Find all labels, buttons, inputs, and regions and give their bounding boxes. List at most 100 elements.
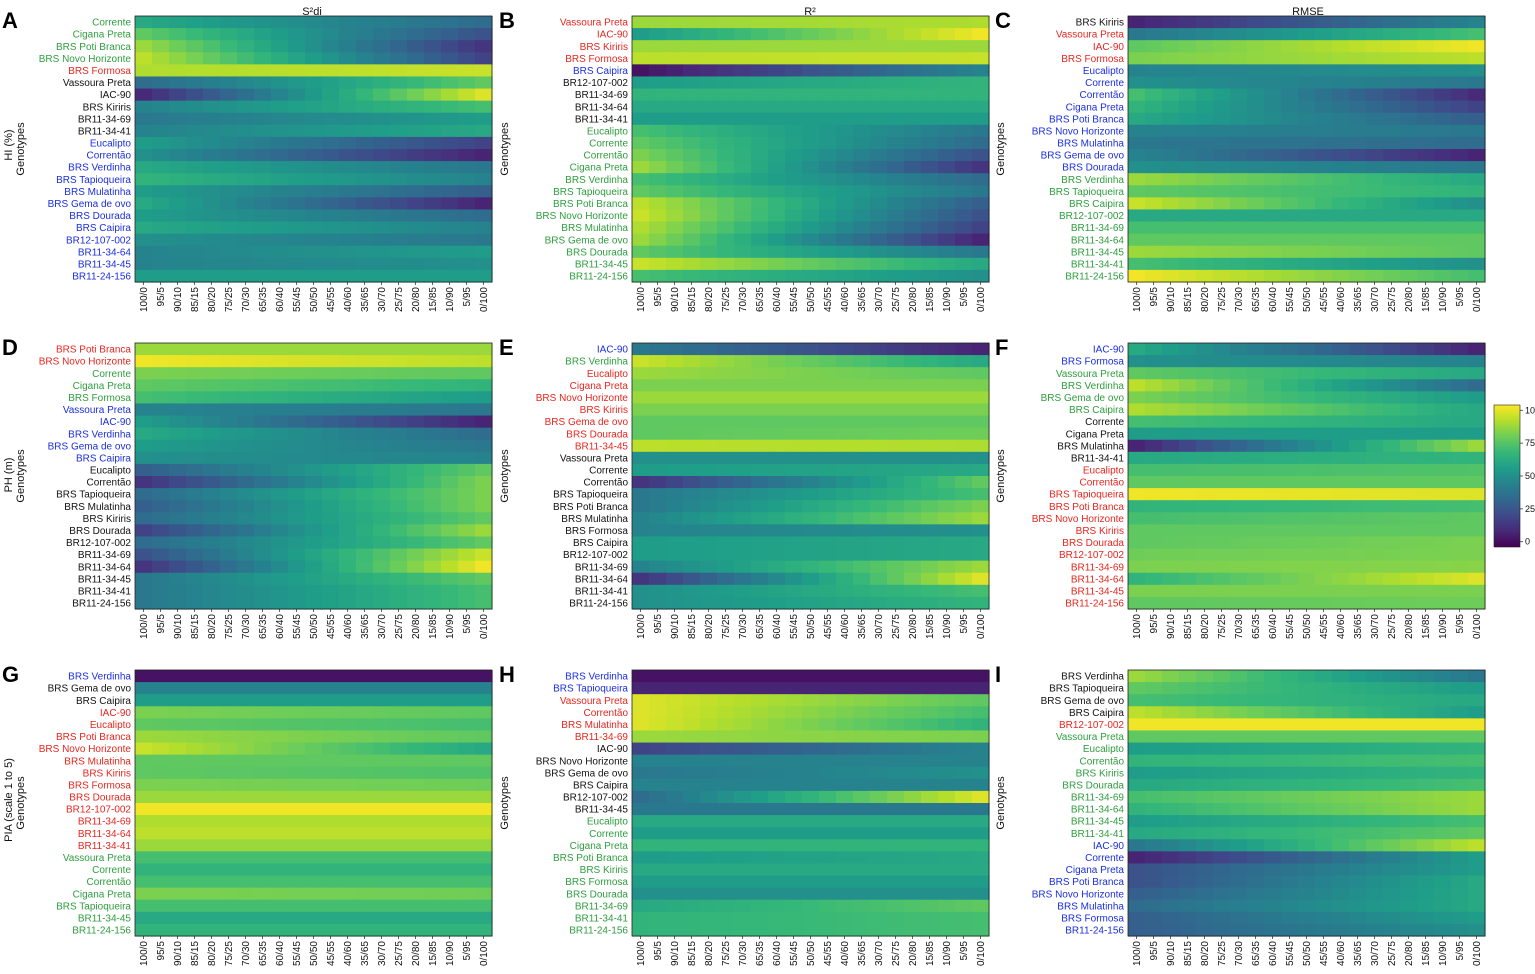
heatmap-cell (1366, 28, 1384, 41)
heatmap-cell (441, 584, 459, 598)
heatmap-cell (152, 233, 170, 247)
heatmap-cell (768, 355, 786, 368)
heatmap-cell (322, 803, 340, 816)
heatmap-cell (1451, 209, 1469, 223)
heatmap-cell (390, 88, 408, 102)
heatmap-cell (271, 730, 289, 744)
heatmap-cell (1400, 596, 1418, 610)
x-tick-label: 80/20 (1200, 941, 1211, 966)
heatmap-cell (1247, 536, 1265, 550)
heatmap-cell (751, 427, 769, 441)
heatmap-cell (135, 670, 153, 683)
heatmap-cell (390, 572, 408, 586)
heatmap-cell (390, 379, 408, 392)
heatmap-cell (819, 185, 837, 198)
heatmap-cell (135, 815, 153, 828)
heatmap-cell (955, 488, 973, 501)
heatmap-cell (632, 343, 650, 356)
heatmap-cell (1196, 233, 1214, 247)
heatmap-cell (1162, 572, 1180, 586)
heatmap-cell (734, 40, 752, 53)
heatmap-cell (1332, 851, 1350, 865)
x-tick-label: 50/50 (1302, 941, 1313, 966)
heatmap-cell (802, 476, 820, 489)
heatmap-cell (1179, 124, 1197, 138)
heatmap-cell (649, 718, 667, 732)
heatmap-cell (887, 28, 905, 41)
heatmap-cell (887, 911, 905, 925)
heatmap-cell (717, 463, 735, 477)
x-tick-label: 85/15 (1183, 941, 1194, 966)
heatmap-cell (390, 100, 408, 114)
heatmap-cell (373, 100, 391, 114)
heatmap-cell (683, 694, 701, 707)
heatmap-cell (373, 124, 391, 138)
heatmap-cell (169, 403, 187, 417)
genotype-label: Correntão (1080, 90, 1125, 101)
heatmap-cell (802, 754, 820, 768)
heatmap-cell (1247, 149, 1265, 162)
heatmap-cell (254, 439, 272, 453)
heatmap-cell (322, 718, 340, 732)
heatmap-cell (373, 149, 391, 162)
heatmap-cell (339, 28, 357, 41)
heatmap-cell (1162, 185, 1180, 198)
heatmap-cell (683, 682, 701, 695)
heatmap-cell (1230, 718, 1248, 732)
heatmap-cell (288, 64, 306, 78)
x-tick-label: 75/25 (721, 941, 732, 966)
heatmap-cell (1281, 572, 1299, 586)
heatmap-cell (373, 40, 391, 53)
heatmap-cell (734, 161, 752, 174)
heatmap-cell (1434, 209, 1452, 223)
heatmap-cell (288, 584, 306, 598)
heatmap-cell (1264, 923, 1282, 937)
heatmap-cell (152, 778, 170, 792)
heatmap-cell (322, 451, 340, 465)
heatmap-cell (649, 560, 667, 574)
heatmap-cell (955, 209, 973, 223)
x-tick-label: 55/45 (1285, 941, 1296, 966)
heatmap-cell (305, 209, 323, 223)
heatmap-cell (339, 911, 357, 925)
heatmap-cell (955, 803, 973, 816)
heatmap-cell (305, 682, 323, 695)
heatmap-cell (751, 40, 769, 53)
heatmap-cell (1145, 112, 1163, 126)
x-tick-label: 65/35 (1251, 287, 1262, 312)
heatmap-cell (938, 887, 956, 901)
heatmap-cell (203, 391, 221, 405)
heatmap-cell (373, 403, 391, 417)
heatmap-cell (666, 742, 684, 756)
heatmap-cell (322, 245, 340, 259)
heatmap-cell (1247, 560, 1265, 574)
heatmap-cell (1281, 16, 1299, 29)
heatmap-cell (887, 233, 905, 247)
heatmap-cell (1383, 403, 1401, 417)
heatmap-cell (186, 476, 204, 489)
heatmap-cell (836, 560, 854, 574)
heatmap-cell (1366, 863, 1384, 877)
heatmap-cell (373, 548, 391, 562)
heatmap-cell (1128, 403, 1146, 417)
heatmap-cell (683, 572, 701, 586)
heatmap-cell (1417, 536, 1435, 550)
heatmap-cell (1145, 560, 1163, 574)
heatmap-cell (734, 730, 752, 744)
heatmap-cell (475, 112, 493, 126)
heatmap-cell (819, 451, 837, 465)
heatmap-cell (1400, 476, 1418, 489)
heatmap-cell (1468, 112, 1486, 126)
heatmap-cell (972, 887, 990, 901)
heatmap-cell (1298, 379, 1316, 392)
heatmap-cell (322, 827, 340, 840)
x-tick-label: 100/0 (1132, 941, 1143, 966)
heatmap-cell (1179, 706, 1197, 719)
heatmap-cell (407, 803, 425, 816)
genotype-label: BRS Caipira (1069, 199, 1124, 210)
heatmap-cell (424, 209, 442, 223)
heatmap-cell (768, 209, 786, 223)
heatmap-cell (853, 839, 871, 852)
heatmap-cell (836, 863, 854, 877)
heatmap-cell (1162, 245, 1180, 259)
